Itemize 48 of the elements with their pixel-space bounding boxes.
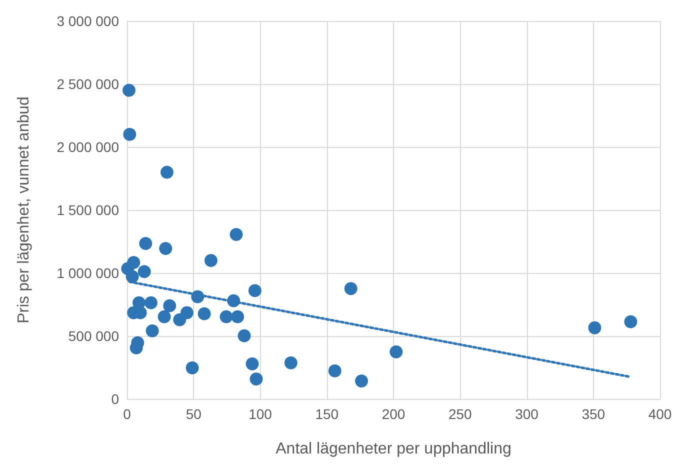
point (204, 254, 218, 268)
point (220, 310, 233, 324)
x-tick-label: 100 (248, 406, 272, 422)
point (198, 307, 211, 320)
x-tick-label: 350 (582, 406, 606, 422)
point (160, 166, 174, 179)
point (246, 357, 259, 370)
x-axis-title: Antal lägenheter per upphandling (276, 440, 512, 458)
point (588, 321, 602, 334)
point (250, 372, 263, 386)
point (163, 299, 176, 312)
point (284, 356, 298, 370)
y-tick-label: 3 000 000 (56, 13, 120, 29)
point (355, 374, 368, 388)
point (624, 315, 638, 328)
x-tick-label: 300 (515, 406, 539, 422)
y-tick-label: 1 000 000 (56, 265, 120, 281)
x-tick-label: 150 (315, 406, 339, 422)
point (180, 306, 194, 320)
point (344, 282, 358, 296)
y-axis-title: Pris per lägenhet, vunnet anbud (16, 96, 32, 324)
y-tick-label: 0 (111, 391, 120, 407)
point (123, 128, 136, 141)
point (139, 237, 152, 250)
point (230, 228, 243, 241)
y-tick-label: 1 500 000 (56, 202, 120, 218)
x-tick-label: 400 (648, 406, 672, 422)
point (238, 329, 251, 342)
x-tick-label: 250 (448, 406, 472, 422)
x-tick-label: 0 (123, 406, 132, 422)
point (127, 256, 140, 270)
x-tick-label: 50 (186, 406, 202, 422)
point (328, 364, 342, 378)
point (159, 242, 172, 256)
point (158, 310, 171, 324)
point (390, 345, 403, 358)
y-tick-label: 2 500 000 (56, 76, 120, 92)
point (248, 284, 262, 298)
point (122, 84, 136, 97)
point (144, 296, 158, 310)
y-tick-label: 2 000 000 (56, 139, 120, 155)
point (126, 270, 139, 284)
point (231, 310, 244, 324)
point (186, 361, 199, 374)
point (146, 324, 159, 338)
point (138, 265, 151, 278)
x-tick-label: 200 (382, 406, 406, 422)
y-tick-label: 500 000 (68, 328, 120, 344)
